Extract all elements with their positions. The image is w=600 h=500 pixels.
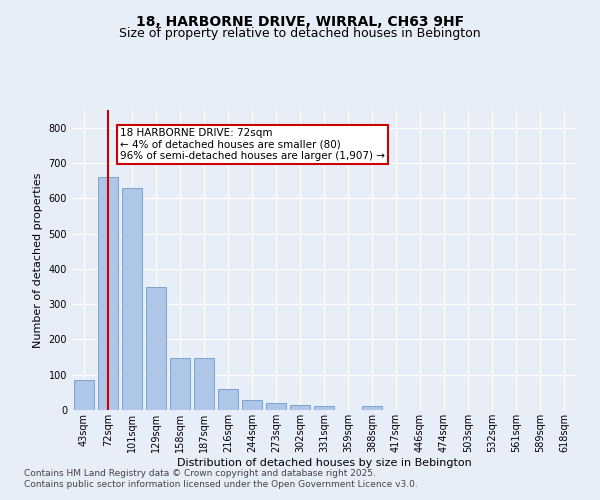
Text: Contains HM Land Registry data © Crown copyright and database right 2025.: Contains HM Land Registry data © Crown c…	[24, 468, 376, 477]
Bar	[242, 400, 262, 410]
Bar	[218, 389, 238, 410]
Bar	[74, 380, 94, 410]
Text: 18, HARBORNE DRIVE, WIRRAL, CH63 9HF: 18, HARBORNE DRIVE, WIRRAL, CH63 9HF	[136, 15, 464, 29]
X-axis label: Distribution of detached houses by size in Bebington: Distribution of detached houses by size …	[176, 458, 472, 468]
Bar	[98, 177, 118, 410]
Text: 18 HARBORNE DRIVE: 72sqm
← 4% of detached houses are smaller (80)
96% of semi-de: 18 HARBORNE DRIVE: 72sqm ← 4% of detache…	[120, 128, 385, 161]
Text: Size of property relative to detached houses in Bebington: Size of property relative to detached ho…	[119, 28, 481, 40]
Bar	[266, 403, 286, 410]
Y-axis label: Number of detached properties: Number of detached properties	[33, 172, 43, 348]
Bar	[194, 358, 214, 410]
Bar	[122, 188, 142, 410]
Bar	[290, 404, 310, 410]
Bar	[362, 406, 382, 410]
Text: Contains public sector information licensed under the Open Government Licence v3: Contains public sector information licen…	[24, 480, 418, 489]
Bar	[170, 358, 190, 410]
Bar	[314, 406, 334, 410]
Bar	[146, 287, 166, 410]
